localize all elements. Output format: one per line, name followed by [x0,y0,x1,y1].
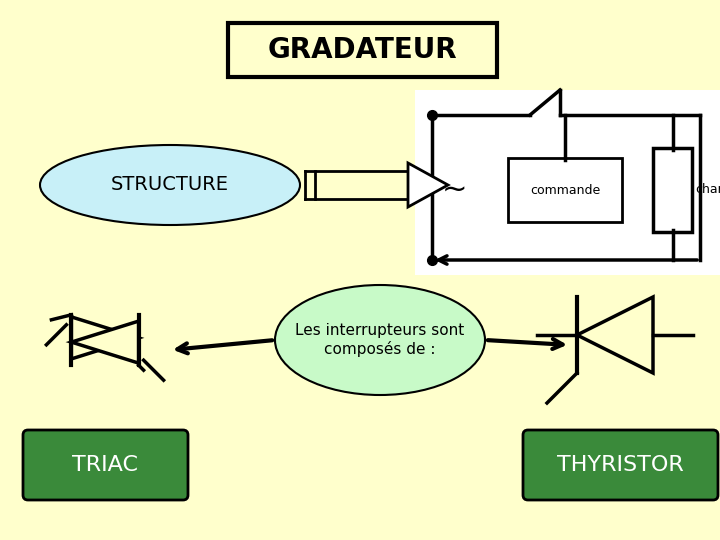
FancyBboxPatch shape [415,90,720,275]
FancyBboxPatch shape [23,430,188,500]
Polygon shape [71,321,138,363]
Ellipse shape [40,145,300,225]
Polygon shape [408,163,448,207]
Text: STRUCTURE: STRUCTURE [111,176,229,194]
Text: ~: ~ [442,176,468,205]
FancyBboxPatch shape [523,430,718,500]
Text: charge: charge [695,184,720,197]
Polygon shape [577,297,653,373]
FancyBboxPatch shape [228,23,497,77]
FancyBboxPatch shape [508,158,622,222]
Text: Les interrupteurs sont
composés de :: Les interrupteurs sont composés de : [295,323,464,357]
Polygon shape [71,317,138,359]
Ellipse shape [275,285,485,395]
FancyBboxPatch shape [653,148,692,232]
Text: TRIAC: TRIAC [73,455,138,475]
Text: THYRISTOR: THYRISTOR [557,455,684,475]
Text: commande: commande [530,184,600,197]
Text: GRADATEUR: GRADATEUR [268,36,457,64]
